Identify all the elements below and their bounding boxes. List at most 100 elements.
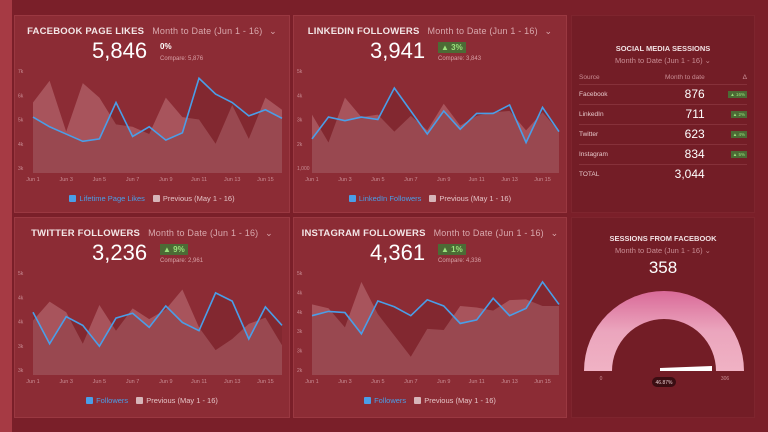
- value: 834: [628, 144, 715, 165]
- data-point: [344, 311, 346, 313]
- period-label: Month to Date (Jun 1 - 16): [148, 228, 259, 238]
- data-point: [165, 305, 167, 307]
- checkbox-checked-icon[interactable]: [429, 195, 437, 202]
- chevron-down-icon: ⌄: [541, 26, 553, 36]
- period-dropdown[interactable]: Month to Date (Jun 1 - 16) ⌄: [424, 26, 553, 36]
- chart-legend: Followers Previous (May 1 - 16): [294, 396, 566, 405]
- x-tick-label: Jun 9: [437, 177, 450, 183]
- source: LinkedIn: [579, 104, 629, 125]
- period-dropdown[interactable]: Month to Date (Jun 1 - 16) ⌄: [144, 228, 273, 238]
- chart-legend: Lifetime Page Likes Previous (May 1 - 16): [15, 194, 289, 203]
- data-point: [525, 141, 527, 143]
- y-tick-label: 2k: [297, 368, 303, 374]
- x-tick-label: Jun 1: [26, 177, 39, 183]
- checkbox-checked-icon[interactable]: [414, 397, 422, 404]
- data-point: [131, 312, 133, 314]
- y-tick-label: 6k: [18, 93, 24, 99]
- period-dropdown[interactable]: Month to Date (Jun 1 - 16) ⌄: [148, 26, 277, 36]
- panel-social-media-sessions: SOCIAL MEDIA SESSIONS Month to Date (Jun…: [571, 15, 755, 213]
- legend-previous[interactable]: Previous (May 1 - 16): [152, 194, 235, 203]
- data-point: [541, 106, 543, 108]
- table-row: Instagram 834 ▲ 5%: [579, 144, 747, 165]
- current-series-line: [32, 76, 283, 143]
- chevron-down-icon: ⌄: [266, 26, 277, 36]
- legend-previous[interactable]: Previous (May 1 - 16): [414, 396, 496, 405]
- gauge-min: 0: [600, 376, 603, 382]
- chart-title: TWITTER FOLLOWERS: [31, 228, 141, 239]
- x-tick-label: Jun 3: [59, 379, 72, 385]
- gauge-percent-pill: [652, 377, 676, 387]
- x-tick-label: Jun 7: [126, 177, 139, 183]
- checkbox-checked-icon[interactable]: [86, 397, 94, 404]
- delta-badge: ▲ 2%: [730, 110, 747, 118]
- source: Twitter: [579, 124, 629, 145]
- current-series-area: [312, 281, 559, 375]
- kpi-value: 5,846: [92, 38, 148, 63]
- x-tick-label: Jun 11: [469, 177, 485, 183]
- data-point: [131, 135, 133, 137]
- data-point: [410, 314, 412, 316]
- checkbox-checked-icon[interactable]: [136, 397, 144, 404]
- panel-linkedin-followers: LINKEDIN FOLLOWERS Month to Date (Jun 1 -…: [293, 15, 567, 213]
- period-dropdown[interactable]: Month to Date (Jun 1 - 16) ⌄: [572, 56, 754, 65]
- compare-value: Compare: 2,961: [160, 258, 204, 264]
- chart-header: FACEBOOK PAGE LIKES Month to Date (Jun 1 …: [15, 26, 289, 37]
- data-point: [311, 314, 313, 316]
- x-tick-label: Jun 13: [501, 379, 518, 385]
- data-point: [393, 306, 395, 308]
- x-tick-label: Jun 3: [338, 177, 351, 183]
- data-point: [492, 112, 494, 114]
- x-tick-label: Jun 5: [93, 177, 106, 183]
- legend-current[interactable]: Followers: [364, 396, 406, 405]
- gauge-max: 306: [721, 376, 730, 382]
- legend-previous-label: Previous (May 1 - 16): [424, 396, 496, 405]
- current-series-line: [32, 291, 283, 348]
- source: Instagram: [579, 144, 629, 165]
- chevron-down-icon: ⌄: [547, 228, 559, 238]
- y-tick-label: 3k: [297, 118, 303, 124]
- chart-header: LINKEDIN FOLLOWERS Month to Date (Jun 1 -…: [294, 26, 566, 37]
- chevron-down-icon: ⌄: [704, 56, 711, 65]
- period-label: Month to Date (Jun 1 - 16): [615, 56, 703, 65]
- current-series-line: [311, 280, 560, 336]
- checkbox-checked-icon[interactable]: [364, 397, 372, 404]
- chart-legend: LinkedIn Followers Previous (May 1 - 16): [294, 194, 566, 203]
- checkbox-checked-icon[interactable]: [69, 195, 77, 202]
- current-series-area: [33, 292, 282, 375]
- data-point: [426, 133, 428, 135]
- x-tick-label: Jun 5: [93, 379, 106, 385]
- data-point: [558, 303, 560, 305]
- source: Facebook: [579, 84, 629, 105]
- gauge: 0 306 46.87%: [584, 291, 744, 387]
- data-point: [327, 310, 329, 312]
- current-series-area: [312, 87, 559, 173]
- x-tick-label: Jun 7: [404, 379, 417, 385]
- legend-previous[interactable]: Previous (May 1 - 16): [429, 194, 511, 203]
- data-point: [410, 110, 412, 112]
- x-tick-label: Jun 13: [224, 177, 241, 183]
- period-dropdown[interactable]: Month to Date (Jun 1 - 16) ⌄: [430, 228, 559, 238]
- legend-current[interactable]: Followers: [86, 396, 128, 405]
- legend-current[interactable]: Lifetime Page Likes: [69, 194, 145, 203]
- checkbox-checked-icon[interactable]: [348, 195, 356, 202]
- x-tick-label: Jun 5: [371, 177, 384, 183]
- y-tick-label: 5k: [18, 271, 24, 277]
- y-tick-label: 2k: [297, 142, 303, 148]
- previous-series-area: [312, 281, 559, 375]
- period-dropdown[interactable]: Month to Date (Jun 1 - 16) ⌄: [572, 246, 754, 255]
- legend-current[interactable]: LinkedIn Followers: [348, 194, 421, 203]
- total-row: TOTAL 3,044: [579, 164, 747, 184]
- delta-badge: ▲ 4%: [730, 130, 747, 138]
- data-point: [508, 104, 510, 106]
- panel-sessions-from-facebook: SESSIONS FROM FACEBOOK Month to Date (Ju…: [571, 217, 755, 418]
- x-tick-label: Jun 15: [534, 379, 551, 385]
- value: 711: [628, 104, 715, 125]
- period-label: Month to Date (Jun 1 - 16): [615, 246, 703, 255]
- delta-badge: ▲ 5%: [730, 150, 747, 158]
- data-point: [32, 116, 34, 118]
- chart-title: LINKEDIN FOLLOWERS: [307, 26, 420, 37]
- checkbox-checked-icon[interactable]: [152, 195, 160, 202]
- legend-previous[interactable]: Previous (May 1 - 16): [136, 396, 218, 405]
- x-tick-label: Jun 9: [159, 379, 172, 385]
- x-tick-label: Jun 1: [305, 379, 318, 385]
